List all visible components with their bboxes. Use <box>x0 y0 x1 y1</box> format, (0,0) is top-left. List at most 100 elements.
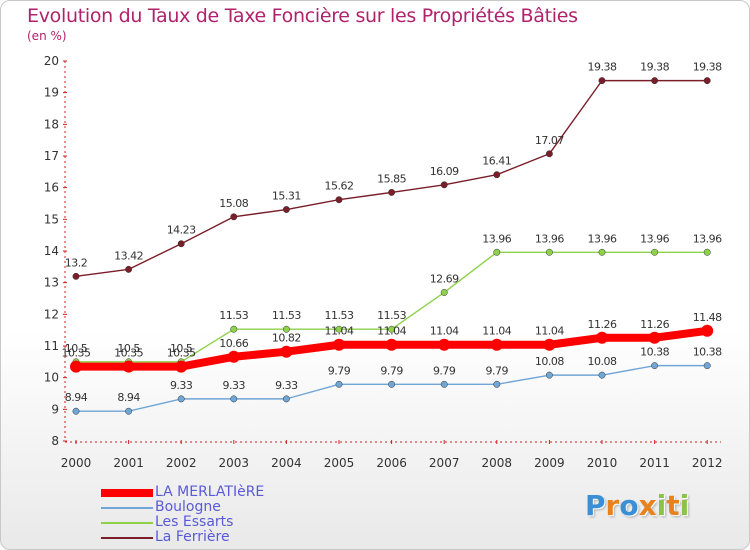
y-tick-label: 16 <box>44 181 59 195</box>
data-point <box>545 371 553 379</box>
legend-swatch <box>101 522 153 524</box>
data-point <box>230 325 238 333</box>
data-label: 11.53 <box>377 309 406 322</box>
data-label: 10.08 <box>588 355 617 368</box>
data-point <box>598 371 606 379</box>
data-label: 17.07 <box>535 134 564 147</box>
data-label: 11.04 <box>430 325 459 338</box>
x-tick-label: 2003 <box>219 456 250 470</box>
data-label: 13.96 <box>588 232 617 245</box>
data-point <box>543 338 556 351</box>
x-tick-label: 2010 <box>587 456 618 470</box>
data-point <box>493 248 501 256</box>
data-point <box>227 350 240 363</box>
data-label: 13.42 <box>114 249 143 262</box>
data-point <box>335 325 343 333</box>
data-label: 11.48 <box>693 311 722 324</box>
x-tick-label: 2002 <box>166 456 197 470</box>
legend-label: LA MERLATIèRE <box>155 484 265 500</box>
data-label: 19.38 <box>588 61 617 74</box>
data-point <box>280 345 293 358</box>
data-label: 10.08 <box>535 355 564 368</box>
data-label: 10.5 <box>170 342 193 355</box>
data-point <box>230 213 238 221</box>
logo-letter: t <box>666 489 680 522</box>
data-label: 10.5 <box>117 342 140 355</box>
data-label: 10.38 <box>640 346 669 359</box>
y-tick-label: 17 <box>44 149 59 163</box>
data-labels-layer: 13.2 13.42 14.23 15.08 15.31 15.62 15.85 16.09 1… <box>62 61 723 405</box>
data-label: 9.79 <box>380 364 403 377</box>
y-tick-label: 10 <box>44 371 59 385</box>
proxiti-logo: Proxiti <box>585 489 689 522</box>
data-label: 9.33 <box>275 379 298 392</box>
data-point <box>651 248 659 256</box>
data-label: 10.35 <box>114 347 143 360</box>
legend-label: Les Essarts <box>155 514 234 530</box>
data-point <box>230 395 238 403</box>
data-label: 8.94 <box>117 391 140 404</box>
data-label: 9.33 <box>170 379 193 392</box>
data-point <box>282 395 290 403</box>
data-point <box>385 338 398 351</box>
y-tick-label: 12 <box>44 307 59 321</box>
data-point <box>440 181 448 189</box>
y-tick-label: 9 <box>51 402 59 416</box>
x-tick-label: 2004 <box>271 456 302 470</box>
data-label: 11.04 <box>325 325 354 338</box>
data-point <box>177 395 185 403</box>
logo-letter: x <box>638 489 657 522</box>
data-point <box>177 240 185 248</box>
x-tick-label: 2009 <box>534 456 565 470</box>
data-label: 11.53 <box>325 309 354 322</box>
data-point <box>72 407 80 415</box>
data-point <box>490 338 503 351</box>
logo-letter: r <box>605 489 620 522</box>
x-tick-label: 2007 <box>429 456 460 470</box>
data-label: 15.85 <box>377 172 406 185</box>
data-label: 9.79 <box>433 364 456 377</box>
data-label: 11.53 <box>272 309 301 322</box>
data-label: 8.94 <box>65 391 88 404</box>
data-point <box>438 338 451 351</box>
data-point <box>598 77 606 85</box>
x-tick-label: 2008 <box>482 456 513 470</box>
data-label: 13.96 <box>482 232 511 245</box>
logo-letter: P <box>585 489 606 522</box>
data-point <box>175 360 188 373</box>
data-label: 11.26 <box>640 318 669 331</box>
legend-swatch <box>101 507 153 509</box>
data-label: 10.38 <box>693 346 722 359</box>
data-point <box>72 272 80 280</box>
data-point <box>493 380 501 388</box>
data-label: 10.35 <box>167 347 196 360</box>
data-label: 11.26 <box>588 318 617 331</box>
chart-title: Evolution du Taux de Taxe Foncière sur l… <box>27 5 578 27</box>
chart-subtitle: (en %) <box>27 29 67 43</box>
data-point <box>703 77 711 85</box>
data-label: 9.79 <box>328 364 351 377</box>
series-layer <box>70 77 714 415</box>
y-tick-label: 18 <box>44 117 59 131</box>
data-label: 15.31 <box>272 190 301 203</box>
data-point <box>70 360 82 373</box>
data-label: 9.79 <box>486 364 509 377</box>
data-point <box>596 331 608 344</box>
data-label: 9.33 <box>223 379 246 392</box>
data-point <box>440 380 448 388</box>
legend-label: La Ferrière <box>155 529 230 545</box>
y-tick-label: 14 <box>44 244 59 258</box>
data-label: 11.53 <box>219 309 248 322</box>
data-point <box>125 265 133 273</box>
data-label: 13.2 <box>65 256 88 269</box>
data-point <box>648 331 661 344</box>
data-point <box>440 289 448 296</box>
data-label: 10.5 <box>65 342 88 355</box>
data-point <box>703 362 711 370</box>
legend-swatch <box>101 489 153 497</box>
data-label: 13.96 <box>535 232 564 245</box>
data-point <box>703 248 711 256</box>
data-point <box>598 248 606 256</box>
data-label: 19.38 <box>693 61 722 74</box>
